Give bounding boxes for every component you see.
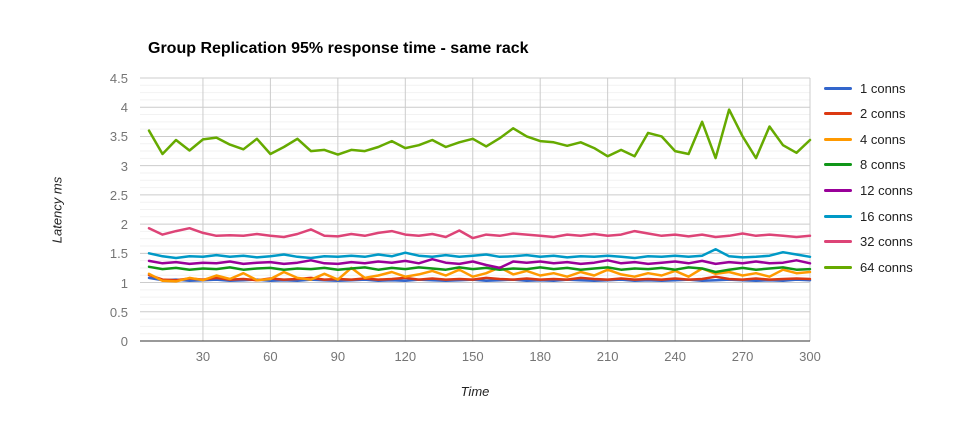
x-tick-label: 180 (529, 349, 552, 364)
x-tick-label: 300 (799, 349, 821, 364)
x-tick-label: 120 (394, 349, 417, 364)
x-tick-label: 210 (596, 349, 619, 364)
y-tick-label: 3 (120, 158, 128, 174)
legend-line-swatch (824, 112, 852, 116)
x-tick-label: 150 (461, 349, 484, 364)
legend-item-32-conns: 32 conns (824, 234, 913, 250)
x-tick-label: 240 (664, 349, 686, 364)
legend-line-swatch (824, 240, 852, 244)
legend-line-swatch (824, 189, 852, 193)
legend-item-8-conns: 8 conns (824, 157, 906, 173)
legend-label: 4 conns (860, 131, 906, 147)
y-tick-label: 1.5 (109, 246, 128, 262)
y-tick-label: 0.5 (109, 304, 128, 320)
legend-label: 8 conns (860, 157, 906, 173)
legend-item-64-conns: 64 conns (824, 260, 913, 276)
legend-item-4-conns: 4 conns (824, 131, 906, 147)
x-tick-label: 30 (195, 349, 211, 364)
legend-label: 16 conns (860, 208, 913, 224)
series-line-4-conns (147, 266, 812, 283)
y-tick-label: 1 (120, 275, 128, 291)
legend-label: 12 conns (860, 183, 913, 199)
series-line-12-conns (147, 257, 812, 270)
legend-line-swatch (824, 163, 852, 167)
x-tick-label: 90 (330, 349, 346, 364)
x-tick-label: 60 (263, 349, 278, 364)
y-tick-label: 4.5 (109, 71, 128, 86)
legend-label: 1 conns (860, 80, 906, 96)
y-tick-label: 2 (120, 217, 128, 233)
x-tick-label: 270 (731, 349, 754, 364)
series-line-32-conns (147, 226, 812, 240)
legend-item-16-conns: 16 conns (824, 208, 913, 224)
legend-line-swatch (824, 137, 852, 141)
series-line-8-conns (147, 265, 812, 274)
y-tick-label: 4 (120, 100, 128, 116)
legend-line-swatch (824, 214, 852, 218)
legend-item-2-conns: 2 conns (824, 106, 906, 122)
series-line-16-conns (147, 247, 812, 260)
legend-item-1-conns: 1 conns (824, 80, 906, 96)
y-tick-label: 2.5 (109, 187, 128, 203)
legend-line-swatch (824, 86, 852, 90)
legend-label: 32 conns (860, 234, 913, 250)
series-line-64-conns (147, 108, 812, 160)
legend-label: 64 conns (860, 260, 913, 276)
legend-item-12-conns: 12 conns (824, 183, 913, 199)
y-tick-label: 3.5 (109, 129, 128, 145)
y-tick-label: 0 (120, 334, 128, 349)
chart-title: Group Replication 95% response time - sa… (148, 40, 529, 57)
legend-line-swatch (824, 266, 852, 270)
x-axis-title: Time (460, 384, 490, 399)
legend-label: 2 conns (860, 106, 906, 122)
